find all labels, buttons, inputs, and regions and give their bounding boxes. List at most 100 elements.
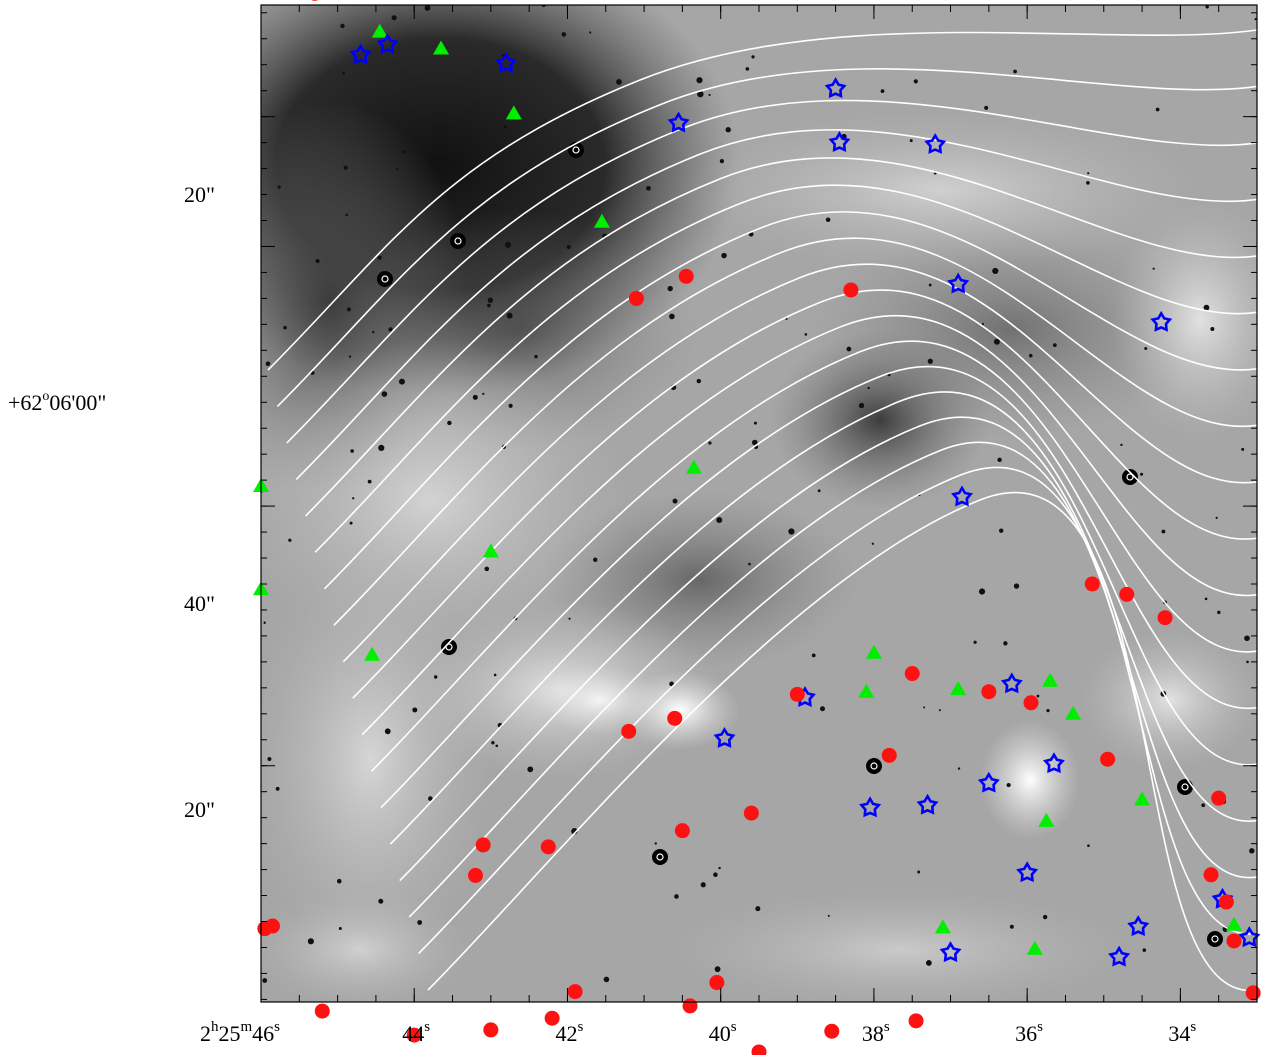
field-star: [713, 872, 718, 877]
field-star: [804, 333, 808, 336]
field-star: [398, 378, 405, 385]
field-star: [708, 93, 711, 97]
green-triangle-source: [593, 213, 610, 228]
field-star: [343, 165, 348, 170]
field-star: [508, 403, 513, 408]
field-star: [708, 441, 712, 445]
green-triangle-source: [505, 105, 522, 120]
field-star: [566, 244, 571, 250]
field-star: [997, 457, 1002, 463]
red-circle-source: [475, 837, 491, 853]
field-star: [1142, 948, 1147, 952]
field-star: [346, 307, 351, 312]
contour-line: [408, 441, 1257, 918]
x-tick-label: 42s: [555, 1019, 583, 1046]
y-tick-label: 40": [184, 591, 215, 616]
field-star: [1086, 181, 1090, 185]
green-triangle-source: [858, 683, 875, 698]
field-star: [753, 421, 757, 425]
field-star: [745, 67, 750, 71]
field-star: [504, 241, 512, 248]
field-star: [755, 906, 761, 912]
field-star: [669, 313, 675, 320]
field-star: [1254, 18, 1257, 21]
field-star: [527, 766, 534, 773]
y-tick-label: 20": [184, 797, 215, 822]
y-axis-labels: 20" +62o06'00" 40" 20": [8, 182, 215, 822]
blue-star-source: [859, 796, 882, 818]
bright-star-core: [1181, 783, 1189, 791]
red-circle-source: [483, 1022, 499, 1038]
field-star: [999, 528, 1004, 533]
field-star: [534, 354, 538, 359]
field-star: [349, 521, 353, 525]
bright-star: [1177, 779, 1193, 795]
field-star: [428, 796, 433, 801]
contour-line: [427, 491, 1257, 991]
x-axis-labels: 2h25m46s 44s 42s 40s 38s 36s 34s: [200, 1019, 1196, 1046]
green-triangle-source: [364, 646, 381, 661]
green-triangle-source: [1042, 672, 1059, 687]
field-star: [1241, 447, 1245, 451]
field-star: [495, 744, 499, 748]
field-star: [1210, 326, 1215, 331]
field-star: [1009, 924, 1014, 929]
field-star: [350, 449, 354, 453]
green-triangle-source: [1134, 791, 1151, 806]
green-triangle-source: [433, 40, 450, 55]
field-star: [482, 392, 485, 395]
red-circle-source: [674, 823, 690, 839]
bright-star-core: [656, 853, 664, 861]
field-star: [719, 159, 724, 164]
field-star: [1155, 107, 1160, 112]
field-star: [880, 89, 885, 93]
field-star: [265, 361, 271, 367]
field-star: [1203, 304, 1210, 311]
red-circle-source: [621, 723, 637, 739]
red-circle-source: [1245, 985, 1261, 1001]
field-star: [909, 139, 913, 143]
source-markers: [253, 0, 1261, 1055]
field-star: [561, 32, 567, 37]
contour-line: [389, 391, 1257, 845]
red-circle-source: [314, 1003, 330, 1019]
field-star: [1036, 694, 1040, 698]
field-star: [751, 439, 758, 446]
field-star: [1152, 267, 1155, 270]
field-star: [696, 378, 701, 384]
field-star: [674, 894, 679, 899]
green-triangle-source: [1065, 705, 1082, 720]
field-star: [721, 252, 727, 259]
field-star: [412, 707, 418, 713]
x-tick-label-ra-origin: 2h25m46s: [200, 1019, 280, 1046]
field-star: [345, 213, 349, 217]
field-star: [718, 866, 721, 870]
red-circle-source: [1157, 610, 1173, 626]
x-tick-label: 34s: [1168, 1019, 1196, 1046]
red-circle-source: [843, 282, 859, 298]
red-circle-source: [406, 1027, 422, 1043]
red-circle-source: [682, 998, 698, 1014]
field-star: [267, 757, 272, 762]
red-circle-source: [540, 839, 556, 855]
blue-star-source: [1150, 310, 1173, 332]
field-star: [785, 317, 788, 320]
field-star: [1246, 660, 1249, 664]
green-triangle-source: [482, 543, 499, 558]
bright-star-core: [870, 762, 878, 770]
x-tick-label: 36s: [1015, 1019, 1043, 1046]
field-star: [981, 322, 985, 326]
field-star: [697, 90, 704, 98]
red-circle-source: [628, 290, 644, 306]
field-star: [927, 358, 933, 364]
red-circle-source: [908, 1013, 924, 1029]
field-star: [1244, 635, 1250, 642]
field-star: [1161, 529, 1166, 534]
red-circle-source: [1211, 790, 1227, 806]
blue-star-source: [1238, 926, 1261, 948]
field-star: [487, 297, 494, 303]
red-circle-source: [751, 1044, 767, 1055]
field-star: [984, 105, 989, 110]
field-star: [716, 517, 723, 524]
bright-star-core: [572, 146, 580, 154]
